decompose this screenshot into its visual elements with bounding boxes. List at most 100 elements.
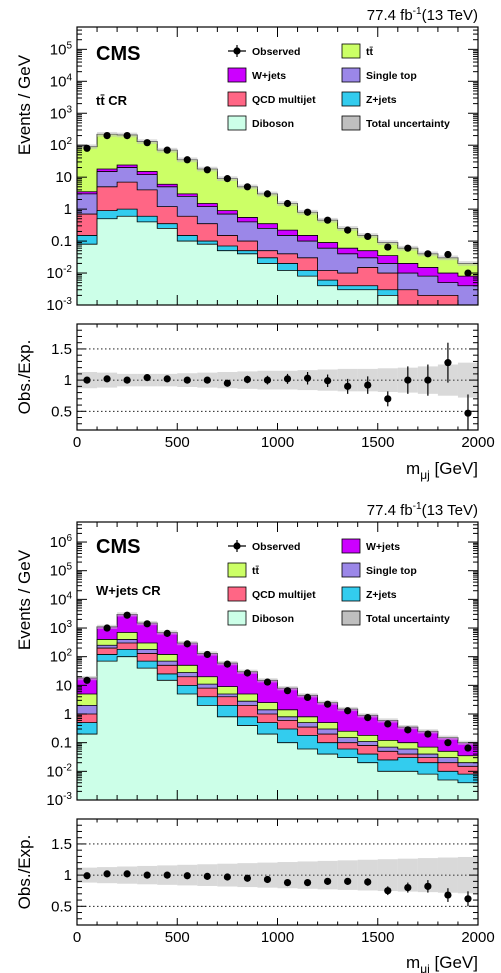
y-tick-label: 1	[64, 706, 72, 723]
legend-label: QCD multijet	[252, 94, 316, 106]
observed-point	[123, 131, 131, 140]
ratio-point	[123, 376, 131, 384]
legend-label: Z+jets	[366, 94, 397, 106]
observed-point	[203, 166, 211, 174]
legend-label: Single top	[366, 70, 417, 82]
ratio-y-tick-label: 1	[64, 867, 72, 884]
legend-marker	[233, 542, 241, 550]
uncertainty-band	[377, 240, 398, 245]
observed-point	[404, 244, 412, 252]
legend-label: Single top	[366, 565, 417, 577]
observed-point	[143, 139, 151, 147]
ratio-uncertainty-band	[257, 862, 278, 888]
observed-point	[464, 744, 472, 752]
region-label-1: tt̄ CR	[96, 93, 128, 108]
ratio-point	[364, 878, 372, 886]
ratio-point	[444, 891, 452, 899]
ratio-point	[103, 375, 111, 383]
lumi-label-1: 77.4 fb-1(13 TeV)	[367, 6, 478, 24]
legend-swatch-zjets	[341, 91, 361, 107]
ratio-point	[283, 375, 292, 383]
ratio-point	[143, 374, 151, 382]
observed-point	[283, 687, 292, 695]
observed-point	[163, 146, 171, 154]
lumi-label-2: 77.4 fb-1(13 TeV)	[367, 501, 478, 519]
x-tick-label: 1500	[361, 434, 394, 451]
legend-swatch-uncertainty	[341, 115, 361, 131]
y-tick-label: 10-2	[46, 762, 72, 780]
ratio-point	[404, 883, 412, 892]
x-tick-label: 1500	[361, 929, 394, 946]
ratio-uncertainty-band	[457, 856, 478, 894]
observed-point	[444, 739, 452, 747]
cms-label-1: CMS	[96, 43, 140, 65]
ratio-point	[223, 379, 231, 387]
ratio-point	[243, 874, 252, 882]
observed-point	[404, 726, 412, 734]
observed-point	[243, 183, 252, 191]
y-tick-label: 105	[50, 562, 73, 580]
y-axis-label-1: Events / GeV	[15, 54, 34, 155]
uncertainty-band	[437, 735, 458, 740]
ratio-point	[424, 376, 432, 384]
legend-swatch-ttbar	[227, 562, 247, 578]
ratio-point	[364, 381, 372, 389]
observed-point	[444, 250, 452, 259]
legend-label: Diboson	[252, 118, 294, 130]
ratio-point	[163, 871, 171, 879]
stack-diboson	[76, 656, 479, 801]
ratio-point	[404, 376, 412, 384]
observed-point	[303, 208, 312, 216]
ratio-frame	[76, 323, 479, 431]
legend-swatch-qcd	[227, 586, 247, 602]
observed-point	[364, 713, 372, 722]
ratio-uncertainty-band	[437, 857, 458, 893]
y-tick-label: 1	[64, 201, 72, 218]
legend-swatch-uncertainty	[341, 610, 361, 626]
observed-point	[223, 175, 231, 183]
observed-point	[303, 693, 312, 701]
ratio-point	[464, 895, 472, 903]
observed-point	[263, 678, 272, 686]
observed-point	[384, 243, 392, 251]
legend-swatch-wjets	[341, 538, 361, 554]
ratio-uncertainty-band	[377, 368, 398, 392]
observed-point	[384, 720, 392, 728]
ratio-point	[384, 395, 392, 403]
ratio-y-axis-label-2: Obs./Exp.	[15, 835, 34, 910]
ratio-uncertainty-band	[417, 858, 438, 893]
legend-label: Observed	[252, 541, 300, 553]
ratio-point	[384, 887, 392, 895]
observed-point	[424, 730, 432, 738]
ratio-y-tick-label: 1	[64, 372, 72, 389]
y-tick-label: 10-3	[46, 791, 72, 809]
observed-point	[183, 640, 191, 648]
observed-point	[464, 269, 472, 277]
ratio-uncertainty-band	[337, 860, 358, 890]
x-tick-label: 2000	[461, 434, 494, 451]
ratio-point	[83, 376, 91, 384]
observed-point	[263, 190, 272, 198]
x-tick-label: 500	[165, 434, 190, 451]
observed-point	[223, 660, 231, 668]
ratio-point	[83, 872, 91, 880]
ratio-point	[324, 377, 332, 385]
y-axis-label-2: Events / GeV	[15, 549, 34, 650]
y-tick-label: 10	[55, 169, 72, 186]
ratio-point	[344, 382, 352, 390]
legend-label: tt̄	[366, 46, 373, 58]
y-tick-label: 0.1	[51, 233, 72, 250]
observed-point	[283, 199, 292, 208]
x-tick-label: 500	[165, 929, 190, 946]
ratio-point	[303, 374, 312, 382]
y-tick-label: 104	[50, 590, 73, 608]
observed-point	[103, 624, 111, 632]
chart-panel-2: 10-3 10-2 0.1 1 10 102 103 104 105 106 0 500 1000 150…	[46, 521, 495, 946]
x-axis-label-1: mμj [GeV]	[406, 459, 478, 482]
legend-label: Diboson	[252, 613, 294, 625]
legend-label: W+jets	[366, 541, 400, 553]
stack-diboson	[76, 215, 478, 306]
y-tick-label: 102	[50, 648, 73, 666]
legend-label: Total uncertainty	[366, 118, 450, 130]
